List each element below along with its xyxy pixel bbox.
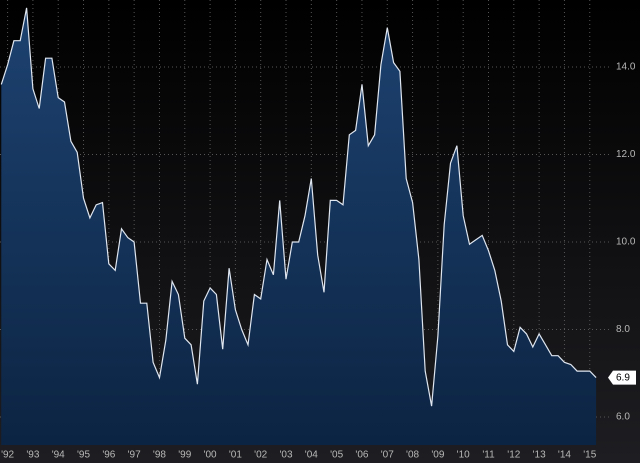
x-tick-label: '07: [381, 450, 394, 461]
x-tick-label: '04: [305, 450, 318, 461]
y-tick-label: 6.0: [616, 412, 630, 423]
x-tick-label: '06: [355, 450, 368, 461]
last-value-label: 6.9: [616, 372, 630, 383]
x-tick-label: '12: [507, 450, 520, 461]
line: [0, 7, 597, 407]
y-tick-label: 12.0: [616, 149, 636, 160]
x-tick-label: '10: [457, 450, 470, 461]
x-tick-label: '99: [178, 450, 191, 461]
y-tick-label: 14.0: [616, 62, 636, 73]
x-tick-label: '92: [1, 450, 14, 461]
x-tick-label: '95: [77, 450, 90, 461]
x-tick-label: '14: [558, 450, 571, 461]
x-tick-label: '97: [128, 450, 141, 461]
x-tick-label: '00: [204, 450, 217, 461]
x-tick-label: '05: [330, 450, 343, 461]
x-tick-label: '15: [583, 450, 596, 461]
x-tick-label: '08: [406, 450, 419, 461]
x-tick-label: '94: [52, 450, 65, 461]
x-tick-label: '11: [482, 450, 495, 461]
x-tick-label: '13: [533, 450, 546, 461]
y-tick-label: 8.0: [616, 324, 630, 335]
last-value-box: [608, 370, 636, 385]
y-tick-label: 10.0: [616, 237, 636, 248]
x-tick-label: '96: [102, 450, 115, 461]
x-tick-label: '02: [254, 450, 267, 461]
x-tick-label: '93: [26, 450, 39, 461]
x-tick-label: '09: [431, 450, 444, 461]
x-tick-label: '03: [279, 450, 292, 461]
x-tick-label: '01: [229, 450, 242, 461]
x-tick-label: '98: [153, 450, 166, 461]
